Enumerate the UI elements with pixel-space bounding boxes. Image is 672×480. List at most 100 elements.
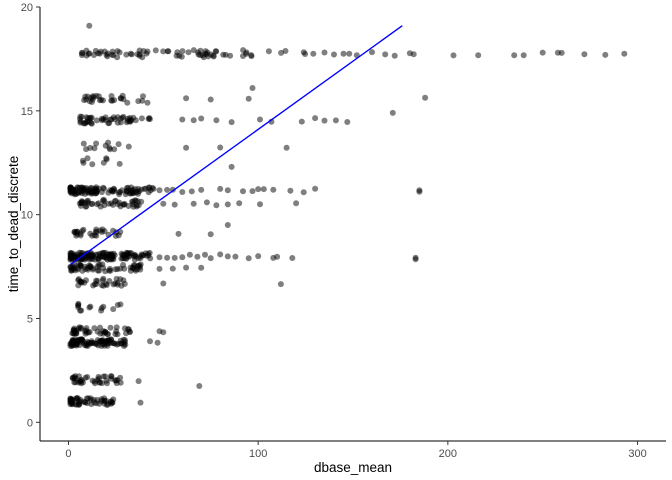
data-point xyxy=(171,201,178,208)
data-point xyxy=(179,48,186,55)
data-point xyxy=(98,398,105,405)
data-point xyxy=(94,263,101,270)
data-point xyxy=(422,94,429,101)
data-point xyxy=(283,144,290,151)
data-point xyxy=(143,252,150,259)
x-tick-label: 200 xyxy=(439,448,457,460)
data-point xyxy=(87,144,94,151)
data-point xyxy=(120,277,127,284)
data-point xyxy=(76,337,83,344)
y-tick-label: 15 xyxy=(21,106,33,118)
data-point xyxy=(121,265,128,272)
data-point xyxy=(138,198,145,205)
data-point xyxy=(217,185,224,192)
data-point xyxy=(331,51,337,58)
data-point xyxy=(160,200,167,207)
data-point xyxy=(300,189,307,196)
data-point xyxy=(146,184,153,191)
data-point xyxy=(102,117,109,124)
x-axis-title: dbase_mean xyxy=(314,460,392,475)
data-point xyxy=(190,117,197,124)
data-point xyxy=(198,264,205,271)
data-point xyxy=(287,187,294,194)
data-point xyxy=(93,340,100,347)
data-point xyxy=(116,49,123,56)
data-point xyxy=(117,301,124,308)
trend-line-layer xyxy=(69,25,403,266)
data-point xyxy=(255,186,262,193)
data-point xyxy=(110,281,117,288)
data-point xyxy=(111,198,118,205)
data-point xyxy=(95,255,102,262)
data-point xyxy=(581,51,588,58)
data-point xyxy=(310,50,317,57)
data-point xyxy=(101,202,108,209)
data-point xyxy=(140,93,146,100)
data-point xyxy=(85,197,91,204)
data-point xyxy=(164,186,171,193)
data-point xyxy=(78,113,85,120)
data-point xyxy=(156,187,163,194)
data-point xyxy=(93,184,100,191)
data-point xyxy=(69,375,76,382)
data-point xyxy=(257,116,263,123)
data-point xyxy=(274,253,281,260)
data-point xyxy=(123,330,129,337)
data-point xyxy=(73,342,80,349)
data-point xyxy=(602,51,609,58)
x-tick-label: 300 xyxy=(628,448,646,460)
data-point xyxy=(179,254,186,261)
data-point xyxy=(144,99,151,106)
data-point xyxy=(102,328,109,335)
data-point xyxy=(154,339,161,346)
data-point xyxy=(124,99,131,106)
data-point xyxy=(106,265,113,272)
data-point xyxy=(207,96,214,103)
data-point xyxy=(114,54,121,61)
data-point xyxy=(217,251,224,258)
data-point xyxy=(160,280,167,287)
data-point xyxy=(115,340,122,347)
data-point xyxy=(102,373,109,380)
data-point xyxy=(321,49,328,56)
data-point xyxy=(100,303,107,310)
data-point xyxy=(103,281,109,287)
data-point xyxy=(111,146,118,153)
data-point xyxy=(78,324,85,331)
data-point xyxy=(257,201,263,208)
data-point xyxy=(144,48,151,55)
data-point xyxy=(128,51,135,58)
data-point xyxy=(220,51,227,58)
data-point xyxy=(340,50,347,57)
data-point xyxy=(101,228,108,235)
data-point xyxy=(213,202,220,209)
data-point xyxy=(108,398,115,405)
data-point xyxy=(117,379,124,386)
y-tick-label: 20 xyxy=(21,2,33,14)
data-point xyxy=(511,52,518,59)
data-point xyxy=(114,266,121,273)
data-point xyxy=(100,197,106,204)
data-point xyxy=(245,255,252,262)
data-point xyxy=(83,325,90,332)
data-point xyxy=(178,53,185,60)
data-point xyxy=(312,185,319,192)
data-point xyxy=(346,50,353,57)
data-point xyxy=(138,115,145,122)
data-point xyxy=(130,203,137,210)
data-point xyxy=(119,114,126,121)
data-point xyxy=(217,144,224,151)
points-layer xyxy=(67,22,628,408)
data-point xyxy=(260,186,267,193)
data-point xyxy=(270,186,277,193)
data-point xyxy=(86,50,93,57)
data-point xyxy=(107,146,113,153)
data-point xyxy=(121,200,128,207)
data-point xyxy=(198,115,205,122)
data-point xyxy=(164,254,171,261)
data-point xyxy=(278,49,285,56)
data-point xyxy=(67,263,74,270)
data-point xyxy=(107,324,114,331)
data-point xyxy=(78,200,85,207)
